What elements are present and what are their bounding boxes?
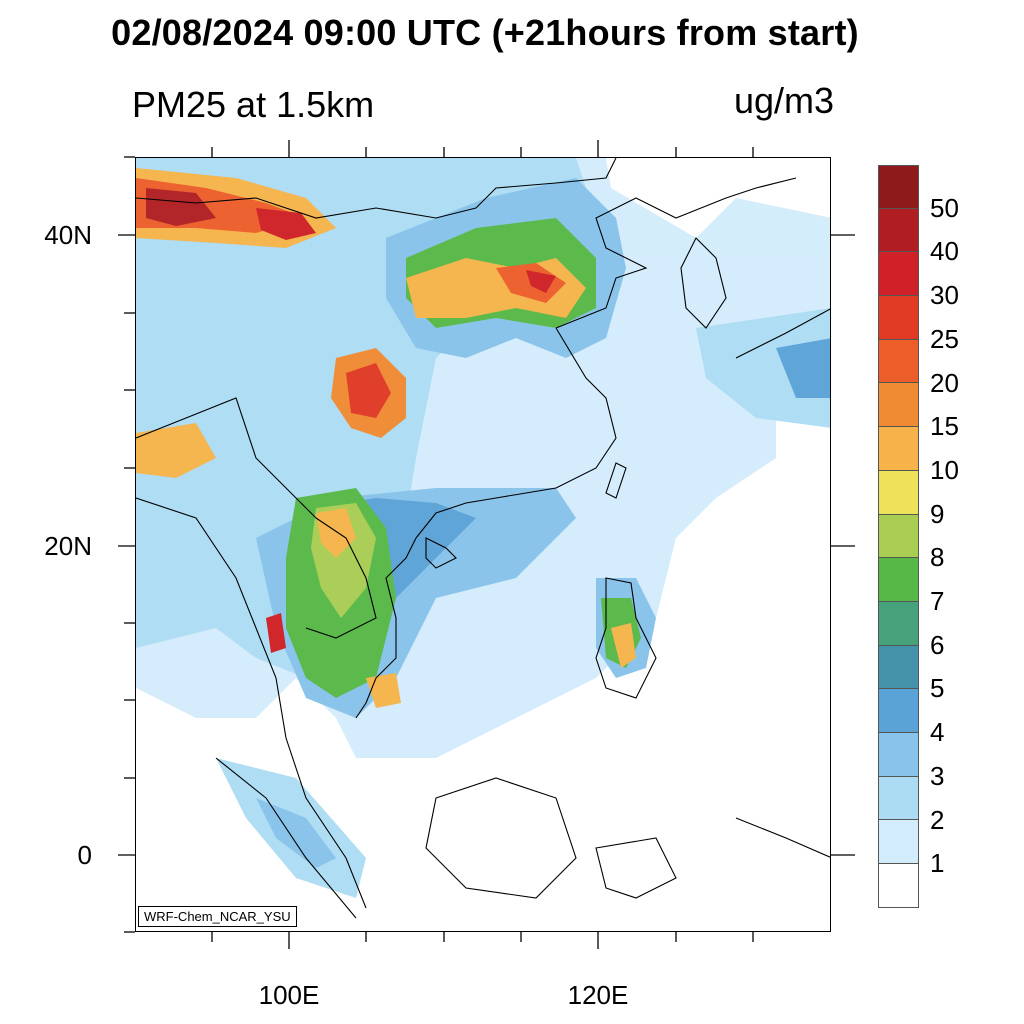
- colorbar-label: 7: [930, 586, 945, 616]
- colorbar-label: 50: [930, 192, 959, 223]
- pm25-field: [136, 158, 830, 919]
- colorbar-label: 25: [930, 323, 959, 354]
- lat-label-0: 0: [77, 840, 92, 870]
- map-panel: [135, 157, 831, 932]
- pm25-shading: [136, 158, 830, 898]
- colorbar-swatch: [878, 165, 919, 209]
- colorbar-swatch: [878, 339, 919, 384]
- colorbar-label: 4: [930, 717, 945, 748]
- lat-label-40n: 40N: [44, 220, 92, 250]
- colorbar-swatch: [878, 689, 919, 733]
- colorbar-swatch: [878, 732, 919, 777]
- colorbar-swatch: [878, 427, 919, 471]
- lon-label-100e: 100E: [258, 980, 320, 1010]
- colorbar-swatch: [878, 252, 919, 297]
- colorbar-label: 1: [930, 848, 945, 879]
- colorbar-label: 2: [930, 804, 945, 835]
- variable-label: PM25 at 1.5km: [132, 84, 375, 125]
- colorbar-swatch: [878, 776, 919, 821]
- colorbar-label: 10: [930, 454, 959, 485]
- colorbar-swatch: [878, 645, 919, 690]
- units-label: ug/m3: [733, 80, 834, 121]
- colorbar-label: 8: [930, 542, 945, 573]
- colorbar-label: 30: [930, 280, 959, 311]
- colorbar-swatch: [878, 296, 919, 340]
- colorbar-swatch: [878, 820, 919, 864]
- colorbar: [878, 165, 919, 908]
- colorbar-swatch: [878, 601, 919, 646]
- lat-label-20n: 20N: [44, 531, 92, 561]
- colorbar-swatch: [878, 383, 919, 428]
- model-credit: WRF-Chem_NCAR_YSU: [138, 906, 297, 927]
- colorbar-swatch: [878, 470, 919, 515]
- colorbar-swatch: [878, 208, 919, 253]
- colorbar-label: 5: [930, 673, 945, 704]
- colorbar-swatch: [878, 558, 919, 602]
- colorbar-label: 40: [930, 236, 959, 267]
- colorbar-label: 3: [930, 760, 945, 791]
- colorbar-swatch: [878, 514, 919, 559]
- colorbar-label: 9: [930, 498, 945, 529]
- colorbar-label: 15: [930, 411, 959, 442]
- lon-label-120e: 120E: [567, 980, 629, 1010]
- colorbar-label: 20: [930, 367, 959, 398]
- colorbar-swatch: [878, 864, 919, 908]
- coastlines: [136, 158, 830, 919]
- plot-title: 02/08/2024 09:00 UTC (+21hours from star…: [111, 12, 859, 53]
- colorbar-label: 6: [930, 629, 945, 660]
